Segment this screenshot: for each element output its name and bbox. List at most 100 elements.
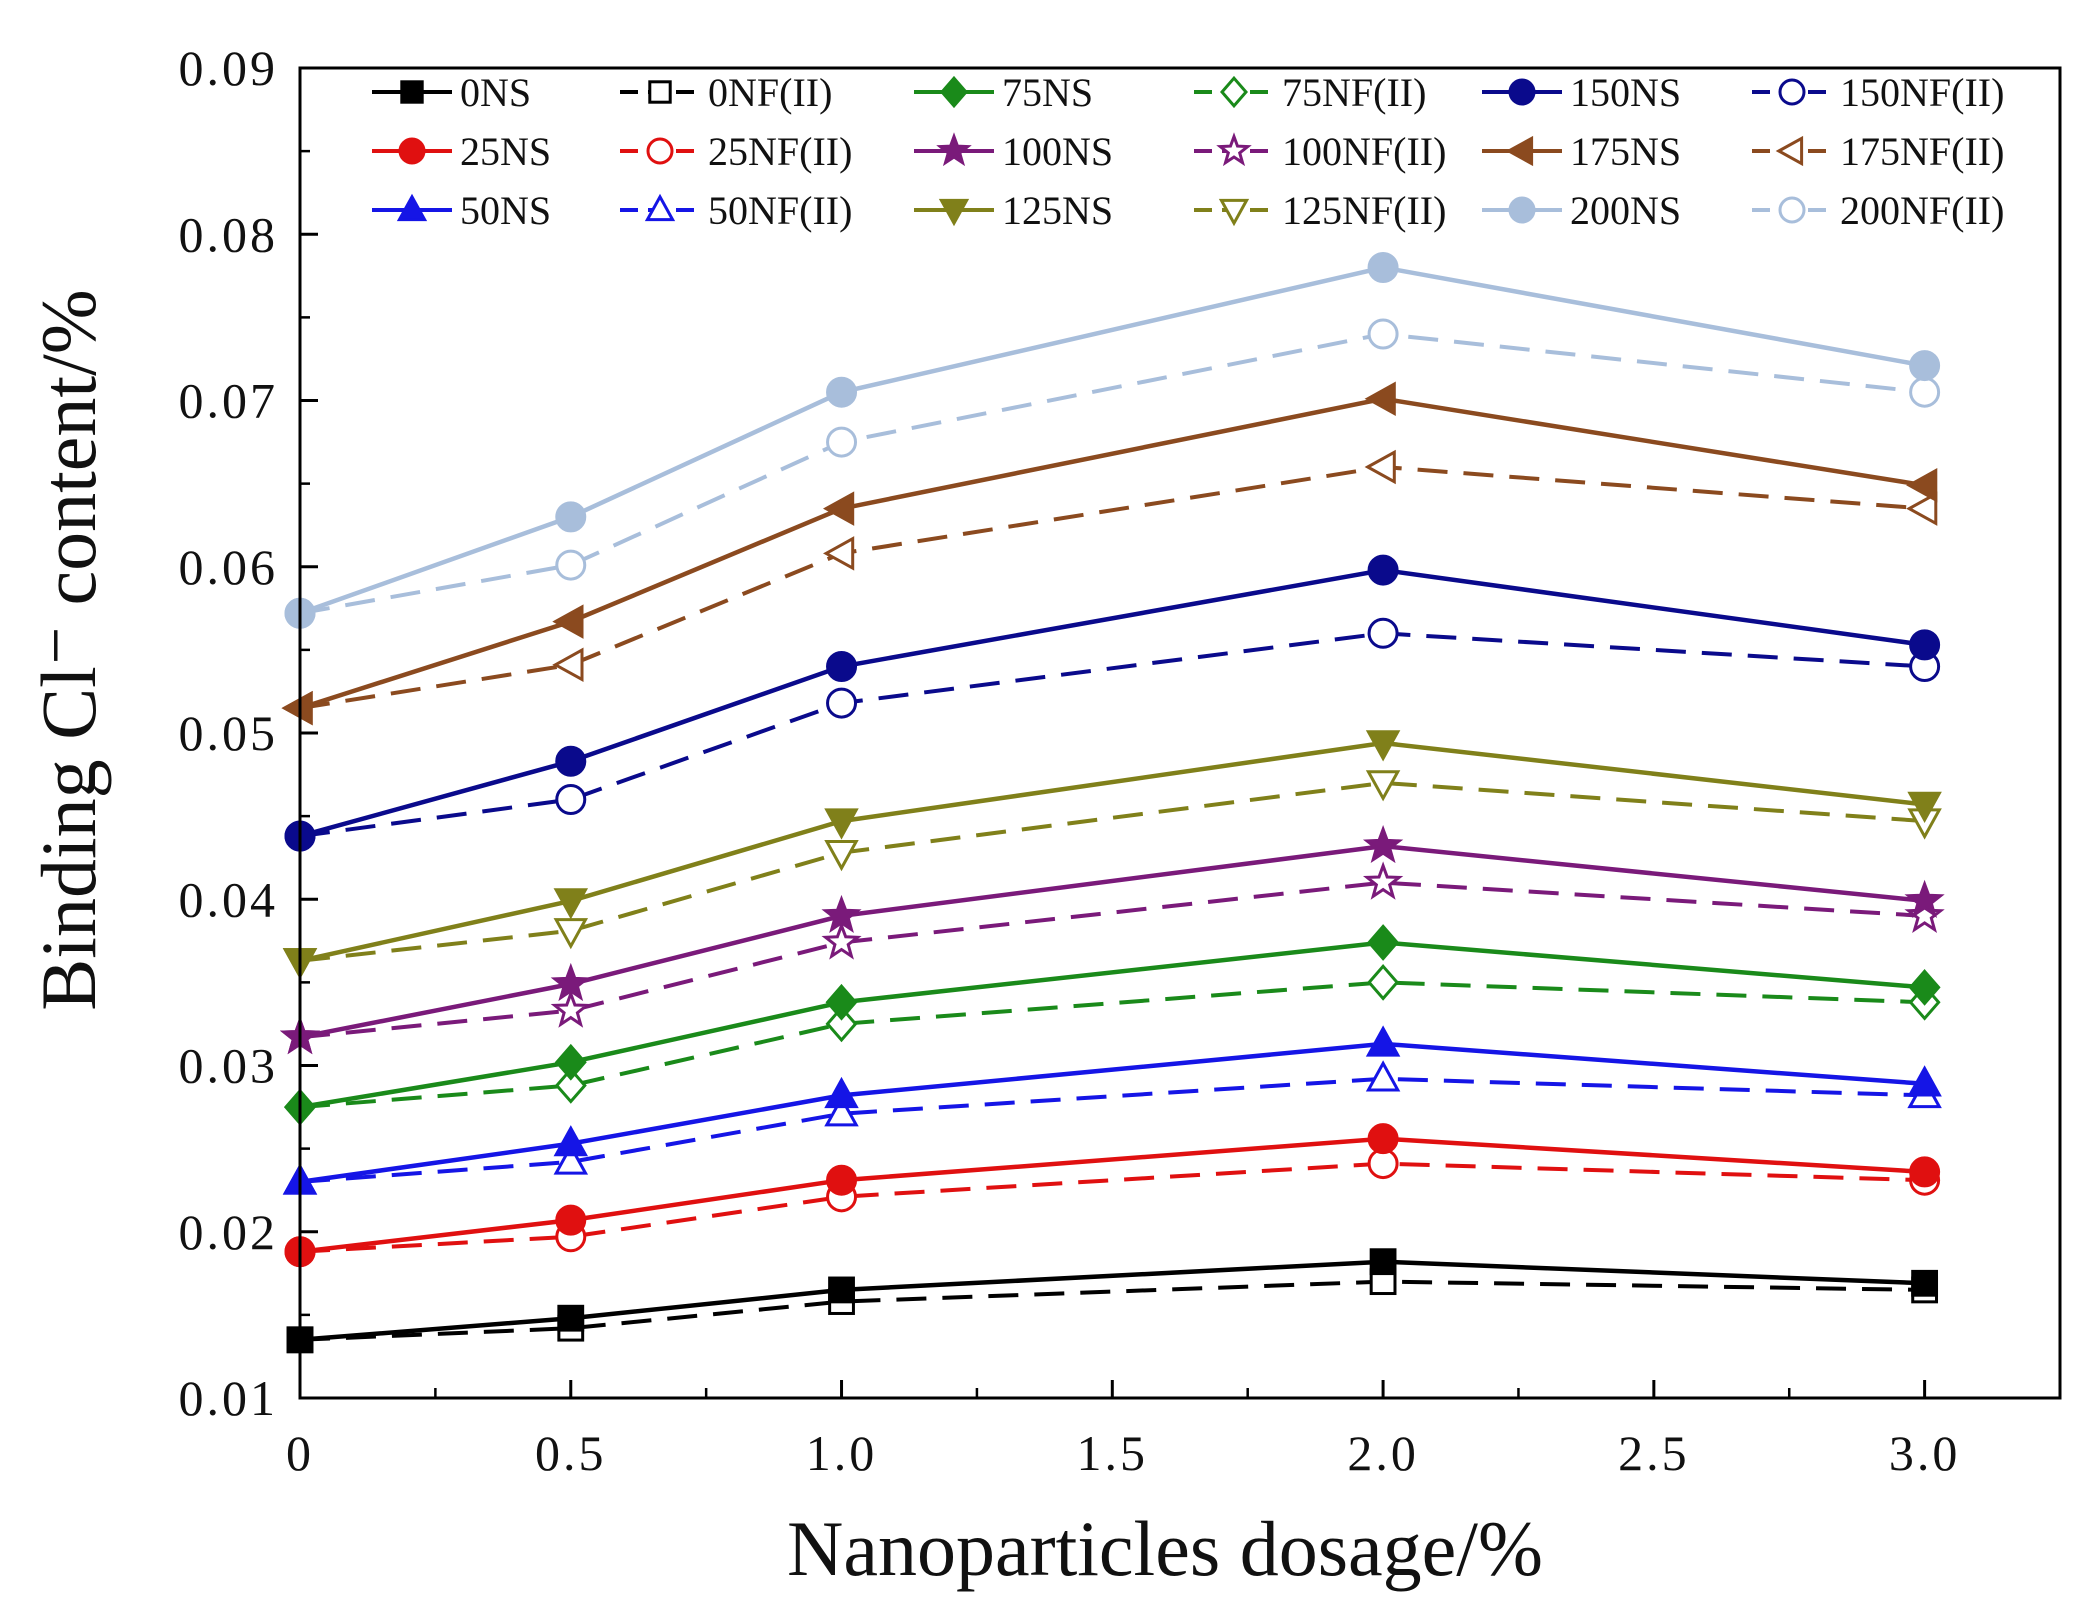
legend-label: 150NF(II) [1840,70,2004,115]
x-tick-label: 2.5 [1618,1425,1690,1481]
legend-label: 125NF(II) [1282,188,1446,233]
data-point-150nf-ii [826,687,858,719]
series-25nf-ii [284,1148,1941,1268]
series-0nf-ii [286,1268,1939,1354]
data-point-100ns [821,894,862,934]
data-point-100ns [1362,824,1404,864]
legend-item-75ns: 75NS [914,70,1093,115]
data-point-125ns [553,888,589,920]
series-75ns [284,924,1941,1126]
data-point-200ns [555,501,587,533]
data-point-75nf-ii [1367,964,1400,1001]
legend-item-50ns: 50NS [372,188,551,233]
legend-label: 50NF(II) [708,188,852,233]
legend-item-150ns: 150NS [1482,70,1681,115]
data-point-150nf-ii [1367,617,1399,649]
data-point-175nf-ii [1906,491,1938,526]
series-line-25nf-ii [299,1161,1925,1254]
data-point-125nf-ii [1365,770,1401,802]
data-point-25ns [826,1164,858,1196]
series-line-200nf-ii [299,331,1925,616]
data-point-150ns [826,651,858,682]
data-point-0ns [1369,1248,1397,1276]
series-175nf-ii [281,449,1938,726]
data-point-75ns [1367,924,1400,961]
series-100ns [279,824,1945,1055]
legend-marker [1218,198,1250,227]
data-point-175ns [281,690,313,726]
data-point-100nf-ii [1904,894,1945,934]
legend-item-0nf-ii: 0NF(II) [620,70,832,115]
legend-item-50nf-ii: 50NF(II) [620,188,852,233]
data-point-175nf-ii [822,536,855,571]
x-tick-label: 1.0 [806,1425,878,1481]
legend-item-125ns: 125NS [914,188,1113,233]
data-point-0ns [1911,1269,1939,1297]
legend-label: 0NS [460,70,531,115]
legend-marker [1216,132,1252,167]
data-point-75nf-ii [825,1005,858,1043]
legend-label: 200NF(II) [1840,188,2004,233]
series-line-25ns [299,1136,1925,1254]
data-point-200ns [826,376,858,408]
data-point-50ns [1907,1065,1942,1097]
data-point-150ns [555,745,587,777]
series-0ns [286,1248,1939,1354]
legend-marker [400,80,424,104]
data-point-100nf-ii [821,921,862,960]
series-175ns [281,381,1938,726]
legend-label: 175NS [1570,129,1681,174]
data-point-200nf-ii [826,426,858,458]
legend-marker [648,80,672,104]
y-tick-label: 0.03 [179,1038,279,1094]
legend-marker [936,132,972,167]
legend-marker [1778,78,1806,106]
x-axis-title: Nanoparticles dosage/% [787,1505,1543,1592]
legend-label: 100NS [1002,129,1113,174]
y-tick-label: 0.02 [179,1204,279,1260]
legend-marker [940,75,968,109]
data-point-175ns [552,604,584,639]
data-point-100ns [550,962,591,1002]
legend-marker [938,198,970,227]
legend-label: 200NS [1570,188,1681,233]
legend-marker [1220,75,1248,109]
legend-marker [1505,135,1534,167]
data-point-125ns [1907,791,1942,824]
y-tick-label: 0.08 [179,206,279,262]
series-line-175nf-ii [299,464,1925,711]
data-point-125ns [1365,730,1401,762]
series-125nf-ii [282,770,1942,980]
y-tick-label: 0.01 [179,1370,279,1426]
data-point-50nf-ii [1365,1060,1401,1092]
legend-label: 25NF(II) [708,129,852,174]
data-point-200nf-ii [555,549,587,581]
series-line-125ns [299,740,1925,963]
legend-item-75nf-ii: 75NF(II) [1194,70,1426,115]
legend-marker [1775,135,1804,167]
data-point-175ns [822,491,855,526]
data-point-200ns [1909,350,1941,382]
y-axis-title: Binding Cl⁻ content/% [25,289,112,1010]
legend-marker [644,193,676,222]
legend-item-100nf-ii: 100NF(II) [1194,129,1446,174]
series-200nf-ii [284,318,1941,629]
data-point-25ns [1909,1156,1941,1188]
y-tick-label: 0.07 [179,373,279,429]
series-line-150ns [299,567,1925,839]
x-tick-label: 0.5 [535,1425,607,1481]
data-point-150nf-ii [555,784,587,815]
series-line-200ns [299,265,1926,616]
y-tick-label: 0.06 [179,539,279,595]
legend-label: 75NF(II) [1282,70,1426,115]
data-point-50ns [553,1125,589,1157]
data-point-75ns [825,983,858,1021]
legend-marker [398,137,426,165]
data-point-75ns [554,1043,587,1081]
series-line-175ns [299,396,1925,711]
data-point-175ns [1364,381,1396,417]
data-point-200ns [1367,252,1399,283]
series-100nf-ii [279,861,1945,1055]
